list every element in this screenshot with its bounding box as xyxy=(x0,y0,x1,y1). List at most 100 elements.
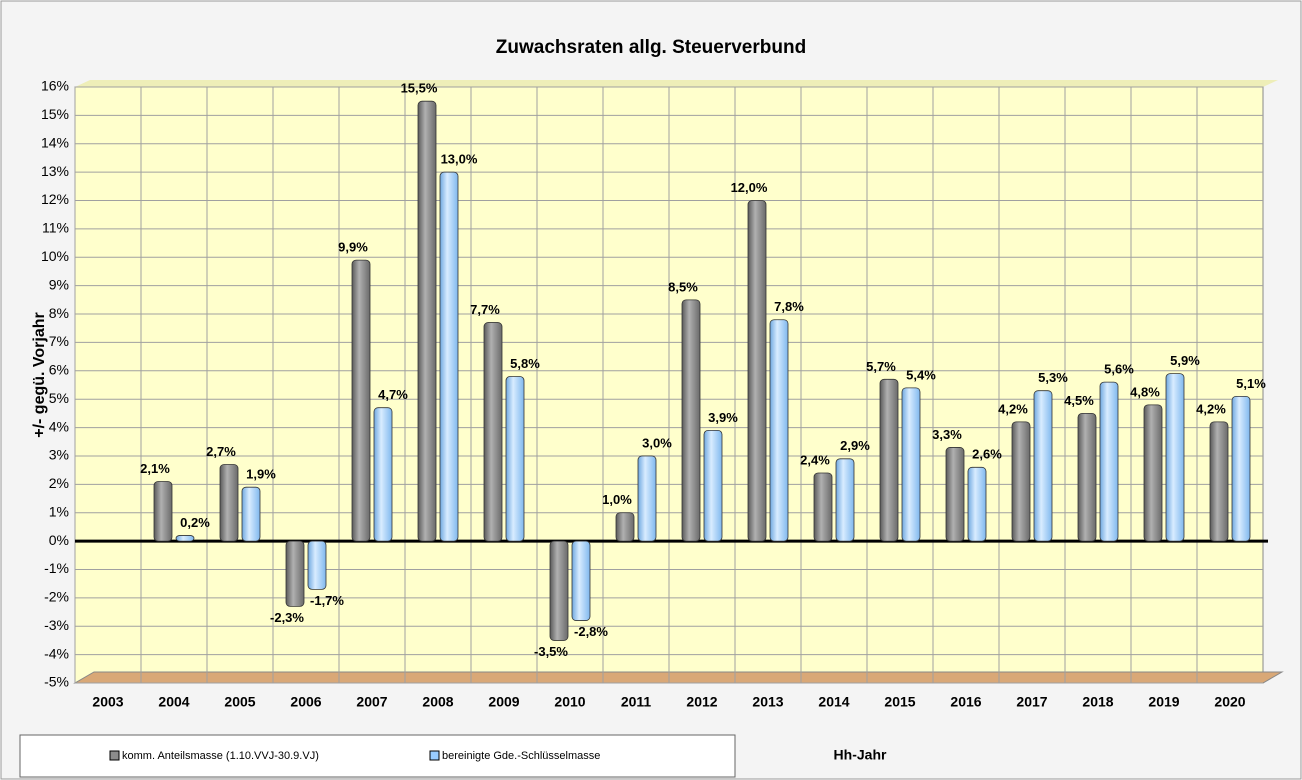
bar xyxy=(945,447,965,542)
x-tick-label: 2017 xyxy=(1016,694,1047,710)
y-tick-label: -3% xyxy=(44,617,69,633)
data-label: 12,0% xyxy=(731,180,768,195)
x-tick-label: 2004 xyxy=(158,694,189,710)
x-tick-label: 2018 xyxy=(1082,694,1113,710)
data-label: 5,7% xyxy=(866,359,896,374)
bar xyxy=(615,512,635,542)
y-tick-label: -5% xyxy=(44,674,69,690)
bar xyxy=(637,455,657,542)
y-tick-label: -2% xyxy=(44,589,69,605)
x-tick-label: 2014 xyxy=(818,694,849,710)
y-tick-label: 7% xyxy=(49,333,69,349)
data-label: 0,2% xyxy=(180,515,210,530)
bar xyxy=(505,376,525,542)
bar xyxy=(483,322,503,542)
x-tick-label: 2010 xyxy=(554,694,585,710)
bar xyxy=(219,464,239,542)
bar xyxy=(769,319,789,542)
x-tick-label: 2011 xyxy=(621,694,652,710)
y-tick-label: 9% xyxy=(49,276,69,292)
x-tick-label: 2006 xyxy=(290,694,321,710)
x-tick-label: 2012 xyxy=(686,694,717,710)
plot-top xyxy=(75,80,1278,87)
bar xyxy=(1165,373,1185,542)
bar xyxy=(153,481,173,542)
bar xyxy=(813,472,833,542)
legend-label: komm. Anteilsmasse (1.10.VVJ-30.9.VJ) xyxy=(122,750,319,762)
bar xyxy=(1077,412,1097,542)
y-tick-label: 2% xyxy=(49,475,69,491)
data-label: 4,2% xyxy=(998,401,1028,416)
bar xyxy=(681,299,701,542)
y-tick-label: 5% xyxy=(49,390,69,406)
x-axis-label: Hh-Jahr xyxy=(834,747,887,763)
x-tick-label: 2009 xyxy=(488,694,519,710)
bar xyxy=(703,430,723,542)
y-tick-label: 12% xyxy=(41,191,69,207)
data-label: 15,5% xyxy=(401,81,438,96)
data-label: 2,1% xyxy=(140,461,170,476)
data-label: 5,1% xyxy=(1236,376,1266,391)
legend xyxy=(19,734,736,778)
bar xyxy=(747,200,767,542)
data-label: -2,8% xyxy=(574,624,608,639)
bar xyxy=(373,407,393,542)
x-tick-label: 2013 xyxy=(752,694,783,710)
bar xyxy=(307,540,327,590)
bar xyxy=(1209,421,1229,542)
bar xyxy=(1011,421,1031,542)
bar xyxy=(417,100,437,542)
x-tick-label: 2003 xyxy=(92,694,123,710)
x-tick-label: 2020 xyxy=(1214,694,1245,710)
data-label: 8,5% xyxy=(668,279,698,294)
data-label: 2,7% xyxy=(206,444,236,459)
legend-swatch xyxy=(109,750,120,761)
bar xyxy=(879,378,899,542)
y-tick-label: 15% xyxy=(41,106,69,122)
data-label: 13,0% xyxy=(441,152,478,167)
plot-floor xyxy=(73,671,1284,684)
data-label: 7,7% xyxy=(470,302,500,317)
data-label: 2,6% xyxy=(972,447,1002,462)
data-label: 5,4% xyxy=(906,367,936,382)
y-tick-label: 16% xyxy=(41,78,69,94)
data-label: 3,3% xyxy=(932,427,962,442)
bar xyxy=(1231,395,1251,542)
x-tick-label: 2007 xyxy=(356,694,387,710)
y-tick-label: -4% xyxy=(44,645,69,661)
data-label: 2,4% xyxy=(800,452,830,467)
bar xyxy=(549,540,569,641)
data-label: -1,7% xyxy=(310,593,344,608)
data-label: 4,2% xyxy=(1196,401,1226,416)
y-axis-label: +/- gegü. Vorjahr xyxy=(31,312,48,438)
y-tick-label: 13% xyxy=(41,163,69,179)
data-label: 1,9% xyxy=(246,467,276,482)
legend-label: bereinigte Gde.-Schlüsselmasse xyxy=(442,750,600,762)
bar xyxy=(1143,404,1163,542)
y-tick-label: -1% xyxy=(44,560,69,576)
data-label: 4,5% xyxy=(1064,393,1094,408)
data-label: 5,6% xyxy=(1104,362,1134,377)
data-label: 3,9% xyxy=(708,410,738,425)
x-tick-label: 2015 xyxy=(884,694,915,710)
x-tick-label: 2019 xyxy=(1148,694,1179,710)
chart-title: Zuwachsraten allg. Steuerverbund xyxy=(496,37,806,58)
y-tick-label: 4% xyxy=(49,418,69,434)
data-label: -3,5% xyxy=(534,644,568,659)
data-label: 5,9% xyxy=(1170,353,1200,368)
y-tick-label: 6% xyxy=(49,362,69,378)
bar xyxy=(1099,381,1119,542)
data-label: 1,0% xyxy=(602,492,632,507)
bar xyxy=(1033,390,1053,542)
bar xyxy=(835,458,855,542)
data-label: 3,0% xyxy=(642,435,672,450)
bar xyxy=(439,171,459,542)
x-tick-label: 2008 xyxy=(422,694,453,710)
data-label: 5,8% xyxy=(510,356,540,371)
bar xyxy=(285,540,305,607)
y-tick-label: 8% xyxy=(49,305,69,321)
bar xyxy=(351,259,371,542)
y-tick-label: 10% xyxy=(41,248,69,264)
y-tick-label: 1% xyxy=(49,503,69,519)
